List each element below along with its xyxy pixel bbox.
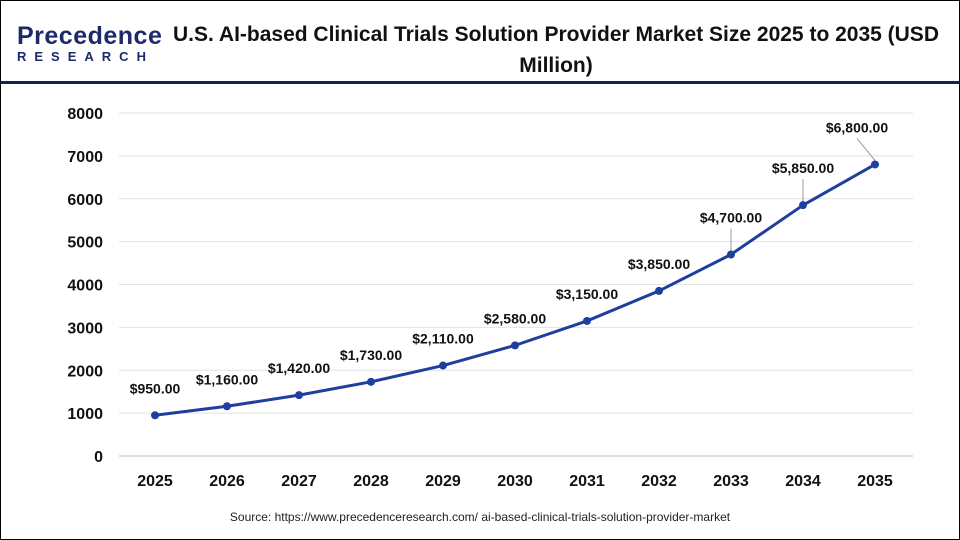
data-point [223, 402, 231, 411]
data-point [511, 341, 519, 350]
y-tick-label: 3000 [67, 320, 103, 337]
chart-title: U.S. AI-based Clinical Trials Solution P… [173, 23, 939, 77]
data-point [439, 361, 447, 370]
y-tick-label: 6000 [67, 192, 103, 209]
x-tick-label: 2028 [353, 473, 389, 490]
data-point [655, 286, 663, 295]
y-tick-label: 1000 [67, 406, 103, 423]
y-tick-label: 4000 [67, 278, 103, 295]
source-note: Source: https://www.precedenceresearch.c… [229, 510, 731, 524]
data-point [583, 316, 591, 325]
x-tick-label: 2030 [497, 473, 533, 490]
x-tick-label: 2032 [641, 473, 677, 490]
data-label: $950.00 [130, 380, 181, 396]
x-tick-label: 2035 [857, 473, 893, 490]
x-tick-label: 2026 [209, 473, 245, 490]
y-tick-label: 2000 [67, 363, 103, 380]
data-label: $3,150.00 [556, 286, 618, 302]
data-label: $6,800.00 [826, 119, 888, 135]
data-label: $5,850.00 [772, 160, 834, 176]
label-leader [856, 138, 876, 161]
data-label: $1,160.00 [196, 371, 258, 387]
data-label: $1,420.00 [268, 360, 330, 376]
data-label: $4,700.00 [700, 209, 762, 225]
data-label: $2,580.00 [484, 310, 546, 326]
y-tick-label: 8000 [67, 106, 103, 123]
y-tick-label: 0 [94, 449, 103, 466]
data-point [367, 377, 375, 386]
logo: Precedence RESEARCH [17, 22, 163, 65]
header-divider [1, 81, 959, 84]
x-tick-label: 2033 [713, 473, 749, 490]
x-tick-label: 2031 [569, 473, 605, 490]
data-point [727, 250, 735, 259]
x-tick-label: 2027 [281, 473, 317, 490]
data-point [295, 391, 303, 400]
y-tick-label: 7000 [67, 149, 103, 166]
x-tick-label: 2025 [137, 473, 173, 490]
logo-line2: RESEARCH [17, 49, 154, 64]
series-line [154, 163, 876, 417]
logo-line1: Precedence [17, 22, 163, 50]
data-label: $2,110.00 [412, 331, 474, 347]
data-point [799, 201, 807, 210]
x-tick-label: 2029 [425, 473, 461, 490]
data-label: $3,850.00 [628, 256, 690, 272]
x-tick-label: 2034 [785, 473, 821, 490]
data-label: $1,730.00 [340, 347, 402, 363]
data-point [871, 160, 879, 169]
data-point [151, 411, 159, 420]
y-tick-label: 5000 [67, 235, 103, 252]
